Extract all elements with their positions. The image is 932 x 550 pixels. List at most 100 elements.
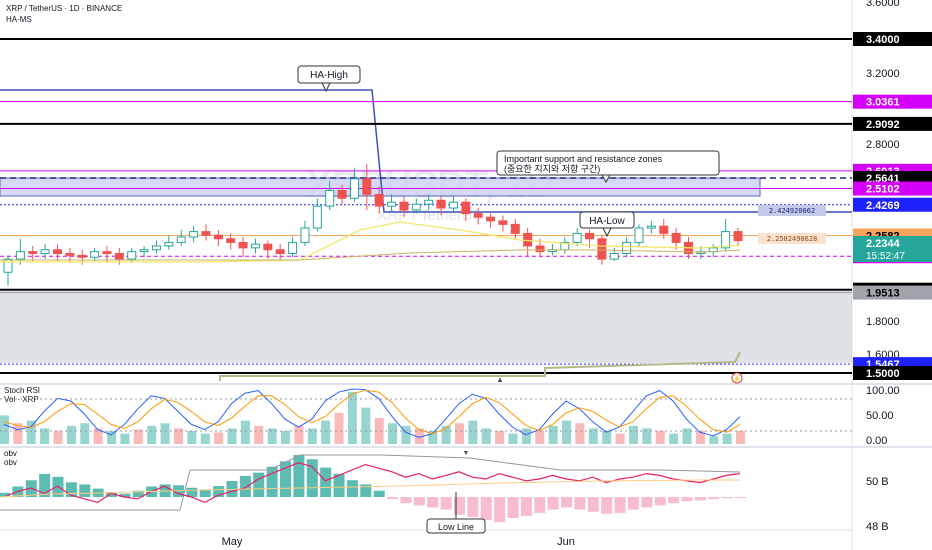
volume-bar (26, 420, 36, 444)
candle-body (189, 231, 199, 238)
volume-bar (628, 425, 638, 444)
obv-hist-bar (681, 497, 693, 502)
zone-label-line2: (중요한 지지와 저항 구간) (504, 163, 600, 174)
volume-bar (588, 428, 598, 444)
candle-body (634, 227, 644, 243)
volume-bar (361, 407, 371, 444)
volume-bar (334, 412, 344, 444)
down-marker-icon: ▼ (463, 450, 470, 457)
level-badge (853, 116, 932, 131)
candle-body (349, 178, 359, 199)
volume-bar (281, 431, 291, 444)
yellow-ma-line (0, 221, 741, 263)
candle-body (213, 234, 223, 240)
obv-hist-bar (587, 497, 599, 512)
time-tick: May (222, 536, 243, 548)
volume-bar (481, 428, 491, 444)
candle-body (52, 249, 62, 254)
stoch-tick: 0.00 (866, 435, 887, 447)
zone-label-line1: Important support and resistance zones (504, 154, 663, 164)
obv-hist-bar (213, 486, 225, 497)
obv-hist-bar (614, 497, 626, 513)
obv-hist-bar (266, 466, 278, 497)
obv-line (3, 462, 741, 504)
lightning-icon[interactable] (731, 372, 743, 384)
volume-bar (575, 423, 585, 444)
volume-bar (160, 423, 170, 444)
candle-body (597, 238, 607, 260)
volume-bar (548, 425, 558, 444)
obv-tick: 48 B (866, 521, 889, 533)
candle-body (114, 253, 124, 260)
level-badge-value: 1.9513 (866, 288, 900, 300)
price-tick: 2.8000 (866, 139, 900, 151)
volume-bar (133, 429, 143, 444)
stoch-tick: 50.00 (866, 410, 894, 422)
volume-bar (495, 431, 505, 444)
time-tick: Jun (557, 536, 575, 548)
volume-bar (254, 425, 264, 444)
obv-hist-bar (132, 490, 144, 497)
volume-bar (401, 425, 411, 444)
volume-bar (200, 433, 210, 444)
obv-hist-bar (239, 476, 251, 497)
volume-bar (240, 420, 250, 444)
candle-body (585, 232, 595, 240)
candle-body (486, 216, 496, 222)
stoch-d-line (3, 389, 741, 435)
stoch-title[interactable]: Stoch RSI (4, 386, 40, 395)
candle-body (609, 253, 619, 260)
obv-title[interactable]: obv (4, 449, 17, 458)
orange-inline-tag (758, 233, 826, 244)
candle-body (461, 201, 471, 215)
volume-bar (267, 428, 277, 444)
level-badge (853, 197, 932, 212)
obv-hist-bar (293, 455, 305, 497)
up-marker-icon: ▲ (496, 375, 504, 384)
candle-body (622, 241, 632, 254)
volume-bar (428, 431, 438, 444)
ha-ms-low-line (219, 351, 741, 381)
indicator-header[interactable]: HA-MS (6, 15, 32, 24)
obv-title-2[interactable]: obv (4, 458, 17, 467)
low-line-label: Low Line (438, 522, 474, 532)
candle-body (77, 254, 87, 258)
volume-bar (147, 425, 157, 444)
volume-bar (66, 425, 76, 444)
level-badge (853, 285, 932, 300)
candle-body (523, 232, 533, 247)
obv-hist-bar (346, 480, 358, 497)
volume-bar (602, 431, 612, 444)
candle-body (498, 220, 508, 225)
low-line-callout (426, 518, 486, 534)
volume-bar (535, 431, 545, 444)
obv-signal-line (0, 479, 740, 498)
volume-bar (388, 423, 398, 444)
volume-bar (307, 428, 317, 444)
symbol-header[interactable]: XRP / TetherUS · 1D · BINANCE (6, 4, 122, 13)
candle-body (424, 199, 434, 205)
level-badge-value: 2.5102 (866, 184, 900, 196)
obv-hist-bar (480, 497, 492, 521)
candle-body (312, 205, 322, 229)
volume-bar (508, 433, 518, 444)
candle-body (733, 231, 743, 242)
low-zone-box (0, 291, 852, 363)
obv-hist-bar (400, 497, 412, 504)
candle-body (3, 258, 13, 273)
candle-body (374, 193, 384, 207)
obv-hist-bar (0, 492, 10, 497)
volume-bar (93, 428, 103, 444)
zone-callout-pointer (601, 174, 611, 184)
level-badge (853, 366, 932, 380)
obv-hist-bar (735, 497, 746, 498)
candle-body (164, 241, 174, 247)
level-badge-value: 3.0361 (866, 97, 900, 109)
ha-high-label: HA-High (310, 70, 348, 81)
obv-hist-bar (708, 497, 720, 500)
candle-body (411, 203, 421, 211)
volume-bar (294, 425, 304, 444)
candle-body (28, 251, 38, 254)
volume-bar (736, 431, 745, 444)
